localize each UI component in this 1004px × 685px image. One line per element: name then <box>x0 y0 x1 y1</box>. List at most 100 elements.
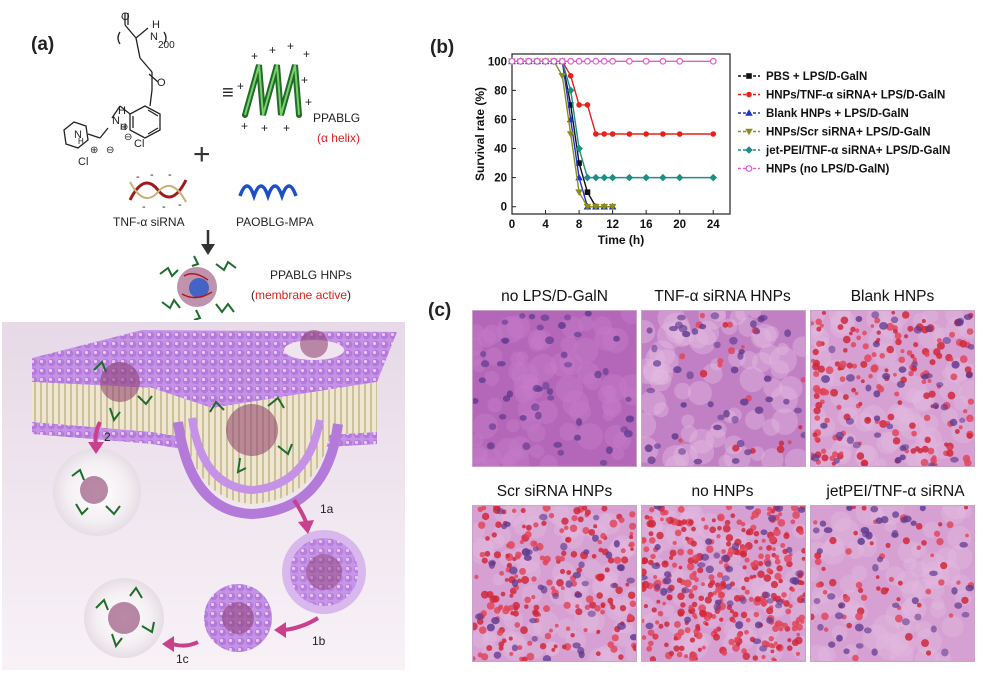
data-point <box>625 173 634 182</box>
data-point <box>558 73 567 80</box>
cell-nucleus <box>536 324 544 331</box>
histology-title-1: no LPS/D-GalN <box>501 288 608 305</box>
red-blood-cell <box>607 557 615 564</box>
red-blood-cell <box>927 447 935 455</box>
red-blood-cell <box>778 512 783 517</box>
red-blood-cell <box>752 559 759 567</box>
red-blood-cell <box>916 602 922 608</box>
cytoplasm-patch <box>874 458 888 466</box>
svg-text:-: - <box>142 201 146 212</box>
cytoplasm-patch <box>539 454 558 466</box>
red-blood-cell <box>860 459 869 466</box>
data-point <box>592 203 600 211</box>
data-point <box>626 131 633 137</box>
cytoplasm-patch <box>526 620 543 637</box>
cytoplasm-patch <box>604 385 617 398</box>
legend-item-0: PBS + LPS/D-GalN <box>738 71 867 83</box>
svg-text:O: O <box>157 77 166 89</box>
cell-nucleus <box>951 360 960 369</box>
cell-nucleus <box>593 514 600 521</box>
red-blood-cell <box>768 535 776 543</box>
red-blood-cell <box>662 601 666 606</box>
arrow-down-icon <box>201 230 215 255</box>
red-blood-cell <box>688 609 693 614</box>
cytoplasm-patch <box>830 511 852 532</box>
cell-nucleus <box>833 457 840 464</box>
svg-text:+: + <box>269 43 276 57</box>
series-4 <box>508 57 718 182</box>
cell-nucleus <box>731 542 739 551</box>
cell-nucleus <box>713 552 721 559</box>
cell-nucleus <box>663 576 672 585</box>
red-blood-cell <box>965 533 969 538</box>
red-blood-cell <box>751 510 760 519</box>
legend-item-4: jet-PEI/TNF-α siRNA+ LPS/D-GalN <box>738 145 950 157</box>
cell-nucleus <box>654 583 661 591</box>
red-blood-cell <box>798 529 804 535</box>
red-blood-cell <box>496 629 503 636</box>
red-blood-cell <box>816 326 822 332</box>
red-blood-cell <box>929 359 936 366</box>
red-blood-cell <box>717 591 725 599</box>
cell-nucleus <box>705 565 714 574</box>
cell-nucleus <box>789 577 798 584</box>
red-blood-cell <box>949 357 954 362</box>
cytoplasm-patch <box>473 630 489 648</box>
red-blood-cell <box>506 563 512 569</box>
red-blood-cell <box>584 604 591 610</box>
red-blood-cell <box>571 515 578 522</box>
red-blood-cell <box>961 596 969 604</box>
cytoplasm-patch <box>757 619 780 641</box>
red-blood-cell <box>888 576 894 582</box>
red-blood-cell <box>681 526 687 533</box>
red-blood-cell <box>748 596 754 602</box>
legend-label: HNPs (no LPS/D-GalN) <box>766 164 889 176</box>
cell-nucleus <box>660 587 668 596</box>
red-blood-cell <box>677 628 685 636</box>
red-blood-cell <box>478 626 487 634</box>
red-blood-cell <box>848 331 853 336</box>
cytoplasm-patch <box>600 562 621 582</box>
cytoplasm-patch <box>652 368 669 386</box>
cell-nucleus <box>811 453 820 462</box>
cytoplasm-patch <box>922 311 939 324</box>
cell-nucleus <box>801 597 805 604</box>
red-blood-cell <box>850 326 856 333</box>
red-blood-cell <box>813 393 820 399</box>
red-blood-cell <box>795 623 803 631</box>
red-blood-cell <box>665 517 671 523</box>
cell-nucleus <box>871 648 878 656</box>
cell-nucleus <box>713 602 721 611</box>
cell-nucleus <box>924 325 933 333</box>
red-blood-cell <box>619 604 627 612</box>
red-blood-cell <box>852 654 859 661</box>
svg-text:-: - <box>178 199 182 211</box>
cell-nucleus <box>691 328 699 335</box>
svg-text:-: - <box>168 172 172 181</box>
cell-nucleus <box>899 454 906 461</box>
chart-axes: 0 4 8 12 16 20 24 0 20 40 60 80 100 Time (h) Survival … <box>473 53 731 247</box>
red-blood-cell <box>895 338 902 346</box>
cell-nucleus <box>786 546 793 554</box>
red-blood-cell <box>938 522 943 527</box>
red-blood-cell <box>814 558 822 566</box>
legend-label: PBS + LPS/D-GalN <box>766 71 867 83</box>
cytoplasm-patch <box>889 642 914 661</box>
red-blood-cell <box>670 519 675 523</box>
svg-text:+: + <box>261 121 268 135</box>
cytoplasm-patch <box>477 328 497 348</box>
pathway-label-1c: 1c <box>176 652 189 666</box>
pathway-label-1a: 1a <box>320 502 334 516</box>
cell-nucleus <box>735 621 744 630</box>
cell-nucleus <box>879 321 888 330</box>
cytoplasm-patch <box>745 410 765 430</box>
cytoplasm-patch <box>520 506 546 526</box>
red-blood-cell <box>879 353 886 359</box>
cytoplasm-patch <box>620 311 636 325</box>
red-blood-cell <box>930 553 935 558</box>
cell-nucleus <box>682 331 691 338</box>
red-blood-cell <box>958 425 963 430</box>
cytoplasm-patch <box>751 351 773 373</box>
data-point <box>575 57 583 65</box>
cell-nucleus <box>605 551 613 559</box>
